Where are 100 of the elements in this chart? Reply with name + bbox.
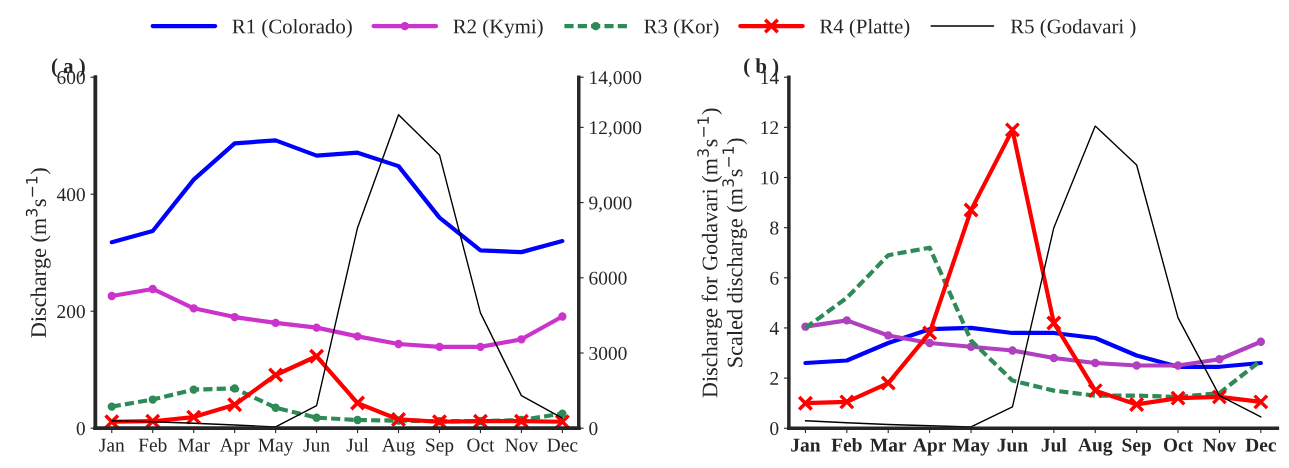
x-tick-label: Apr [219,438,250,456]
point [148,395,157,404]
y-tick-label: 0 [76,422,85,436]
x-tick-label: Dec [1245,438,1276,452]
point [1215,355,1224,364]
point [312,323,321,332]
point [271,403,280,412]
y2-tick-label: 0 [589,422,598,436]
point [148,284,157,294]
point [1091,358,1100,368]
point [103,413,120,429]
legend-label: R5 (Godavari ) [1010,18,1136,38]
legend-label: R3 (Kor) [644,18,719,38]
x-tick-label: Aug [1078,438,1113,456]
point [925,338,934,348]
y-tick-label: 8 [770,221,779,235]
point [880,375,897,392]
point [431,413,448,429]
x-tick-label: Nov [505,438,539,452]
x-tick-label: Aug [381,438,415,456]
y-tick-label: 4 [769,321,779,335]
point [230,384,239,393]
point [842,316,851,325]
point [476,342,485,352]
x-tick-label: Feb [831,437,862,452]
y-tick-label: 6 [770,271,779,285]
point [353,332,362,341]
x-tick-label: Dec [547,438,578,452]
point [1128,396,1145,413]
point [472,413,489,429]
point [107,402,116,411]
point [1211,388,1228,405]
x-tick-label: May [258,438,294,456]
point [513,413,530,429]
x-tick-label: Nov [1203,438,1237,452]
y-tick-label: 2 [770,371,779,385]
point [838,393,855,410]
point [394,339,403,349]
x-tick-label: Jan [99,438,125,452]
x-tick-label: Apr [913,438,946,456]
x-tick-label: Feb [138,437,167,452]
x-tick-label: Sep [1122,438,1151,456]
point [230,312,239,322]
point [1049,353,1058,363]
point [226,396,243,413]
x-tick-label: Jun [997,438,1028,452]
point [349,395,366,412]
point [353,415,362,425]
point [1252,393,1269,410]
point [558,312,567,321]
x-tick-label: Oct [467,438,495,452]
point [107,291,116,301]
y-tick-label: 10 [761,171,779,185]
y-tick-label: 400 [56,188,85,202]
y2-tick-label: 9,000 [589,196,632,213]
x-tick-label: Jul [1041,437,1067,452]
point [517,335,526,344]
point [554,413,571,429]
y2-tick-label: 3000 [589,346,627,360]
x-tick-label: Jul [346,437,369,452]
point [185,409,202,426]
point [267,366,284,383]
point [144,413,161,429]
y-axis-title: Scaled discharge (m$^{3}$s$^{−1}$) [722,138,748,367]
point [921,324,938,341]
point [797,395,814,412]
point [1004,121,1021,138]
point [1132,361,1141,370]
point [1173,361,1183,370]
y2-tick-label: 12,000 [590,121,642,138]
x-tick-label: Mar [870,438,907,452]
x-tick-label: Mar [178,438,210,452]
point [558,409,567,418]
point [1008,346,1017,355]
x-tick-label: Jun [303,438,330,452]
legend-label: R4 (Platte) [819,18,910,38]
y-tick-label: 12 [761,121,779,135]
line-series [109,138,565,255]
point [308,348,325,365]
y2-tick-label: 6000 [589,271,627,285]
legend-label: R2 (Kymi) [453,18,543,38]
y2-tick-label: 14,000 [590,71,642,87]
x-tick-label: Sep [426,438,454,456]
point [435,342,444,352]
y-tick-label: 200 [57,305,85,319]
point [963,202,980,219]
point [312,413,321,422]
point [1087,382,1104,399]
x-tick-label: Oct [1163,438,1194,452]
x-tick-label: May [952,438,990,456]
x-tick-label: Jan [791,438,821,452]
y-tick-label: 0 [770,422,779,436]
point [189,304,198,313]
point [189,385,198,394]
point [884,331,893,340]
point [1170,390,1187,407]
y-axis-title: Discharge (m$^{3}$s$^{−1}$) [25,168,51,338]
point [1045,314,1062,331]
legend-label: R1 (Colorado) [232,18,352,38]
point [1256,337,1266,346]
